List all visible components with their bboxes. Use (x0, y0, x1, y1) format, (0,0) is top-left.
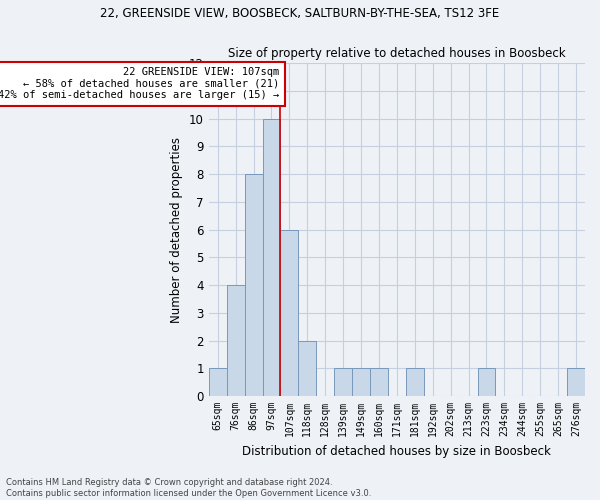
Y-axis label: Number of detached properties: Number of detached properties (170, 136, 184, 322)
Bar (245, 174, 263, 396)
Bar (280, 230, 298, 396)
Bar (298, 340, 316, 396)
Text: 22 GREENSIDE VIEW: 107sqm
← 58% of detached houses are smaller (21)
42% of semi-: 22 GREENSIDE VIEW: 107sqm ← 58% of detac… (0, 67, 280, 100)
Title: Size of property relative to detached houses in Boosbeck: Size of property relative to detached ho… (228, 48, 566, 60)
Bar (227, 285, 245, 396)
Bar (567, 368, 585, 396)
Bar (406, 368, 424, 396)
Bar (334, 368, 352, 396)
Bar (263, 118, 280, 396)
X-axis label: Distribution of detached houses by size in Boosbeck: Distribution of detached houses by size … (242, 444, 551, 458)
Bar (209, 368, 227, 396)
Bar (352, 368, 370, 396)
Bar (478, 368, 496, 396)
Text: Contains HM Land Registry data © Crown copyright and database right 2024.
Contai: Contains HM Land Registry data © Crown c… (6, 478, 371, 498)
Bar (370, 368, 388, 396)
Text: 22, GREENSIDE VIEW, BOOSBECK, SALTBURN-BY-THE-SEA, TS12 3FE: 22, GREENSIDE VIEW, BOOSBECK, SALTBURN-B… (100, 8, 500, 20)
